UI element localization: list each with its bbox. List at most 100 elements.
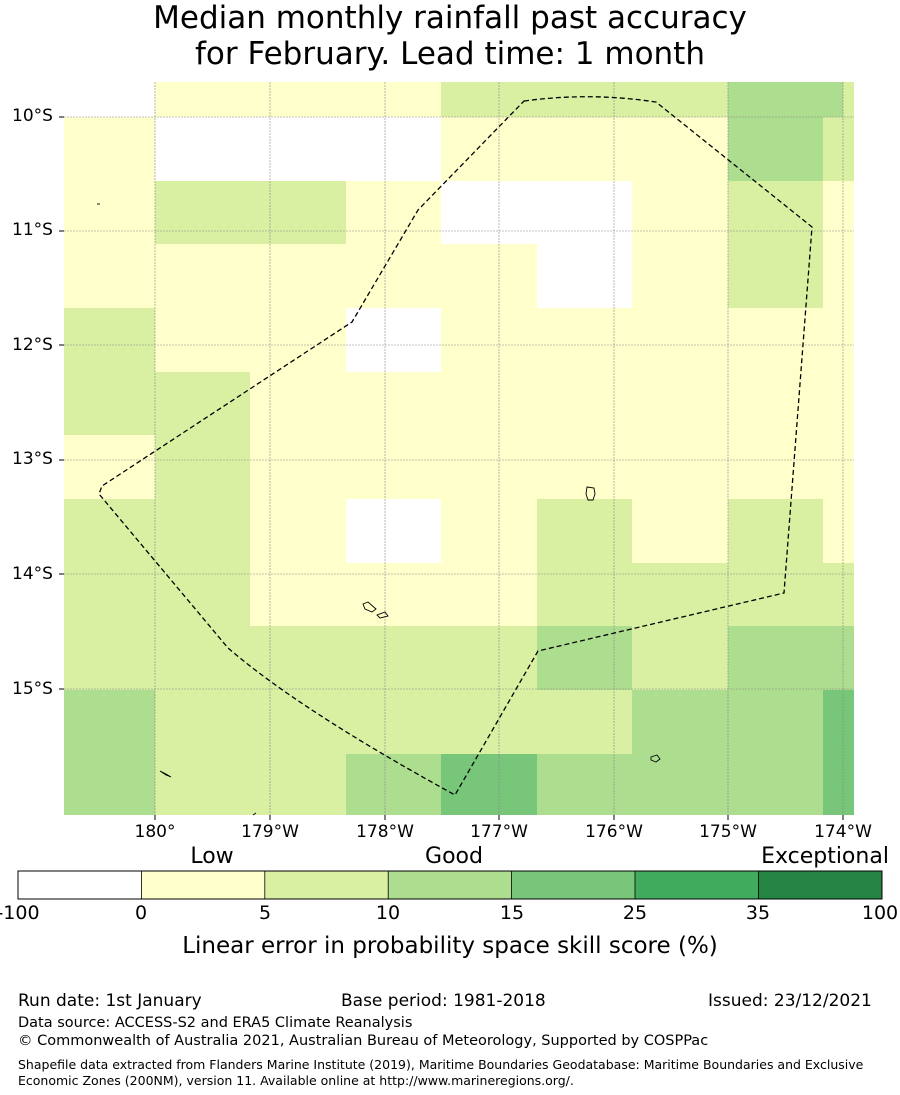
colorbar-segment xyxy=(635,871,759,899)
grid-cell xyxy=(843,82,854,117)
grid-cell xyxy=(250,372,854,435)
colorbar-segment xyxy=(758,871,882,899)
island-shape xyxy=(585,486,596,501)
grid-cell xyxy=(537,499,632,563)
lat-label: 11°S xyxy=(12,220,53,240)
grid-cell xyxy=(728,626,854,690)
data-source: Data source: ACCESS-S2 and ERA5 Climate … xyxy=(18,1015,413,1031)
grid-cell xyxy=(537,563,854,626)
grid-cell xyxy=(632,181,728,244)
colorbar-segment xyxy=(264,871,389,899)
grid-cell xyxy=(250,435,854,499)
grid-cell xyxy=(728,181,823,244)
grid-cell xyxy=(64,244,537,308)
island-shape xyxy=(650,754,661,763)
grid-cell xyxy=(155,308,346,372)
grid-cell xyxy=(537,626,632,690)
island-shape xyxy=(159,770,172,778)
axis-ticks xyxy=(59,116,844,820)
grid-cell xyxy=(64,754,155,815)
grid-cell xyxy=(250,499,346,563)
lon-label: 176°W xyxy=(585,822,643,842)
grid-cell xyxy=(823,499,854,563)
colorbar-tick: 25 xyxy=(622,902,648,924)
colorbar-label: Linear error in probability space skill … xyxy=(182,933,718,959)
grid-cell xyxy=(537,244,632,308)
grid-cell xyxy=(64,435,155,499)
grid-cell xyxy=(64,626,537,690)
colorbar-tick: 0 xyxy=(134,902,148,924)
map-gridlines xyxy=(64,82,854,815)
grid-cell xyxy=(632,626,728,690)
colorbar xyxy=(17,870,883,900)
lon-label: 179°W xyxy=(241,822,299,842)
grid-cell xyxy=(632,690,823,754)
grid-cell xyxy=(632,499,728,563)
colorbar-tick: -100 xyxy=(0,902,40,924)
lon-label: 177°W xyxy=(470,822,528,842)
map-title: Median monthly rainfall past accuracy fo… xyxy=(0,0,900,72)
grid-cell xyxy=(250,563,537,626)
grid-cell xyxy=(441,499,537,563)
grid-cell xyxy=(728,244,823,308)
grid-cell xyxy=(64,117,155,181)
grid-cell xyxy=(155,690,632,754)
colorbar-segment xyxy=(18,871,142,899)
lat-label: 12°S xyxy=(12,335,53,355)
grid-cell xyxy=(823,244,854,308)
grid-cell xyxy=(155,435,250,499)
island-outlines xyxy=(97,203,661,816)
grid-cell xyxy=(823,690,854,754)
lon-label: 180° xyxy=(134,822,176,842)
copyright: © Commonwealth of Australia 2021, Austra… xyxy=(18,1033,709,1049)
grid-cell xyxy=(155,181,346,244)
category-exceptional: Exceptional xyxy=(761,844,889,869)
grid-cell xyxy=(441,181,632,244)
run-date: Run date: 1st January xyxy=(18,991,202,1011)
category-low: Low xyxy=(190,844,234,869)
grid-cell xyxy=(728,117,823,181)
lon-label: 175°W xyxy=(699,822,757,842)
grid-cell xyxy=(64,308,155,372)
base-period: Base period: 1981-2018 xyxy=(341,991,546,1011)
grid-cell xyxy=(441,82,728,117)
colorbar-tick: 15 xyxy=(499,902,525,924)
grid-cell xyxy=(537,754,823,815)
grid-cell xyxy=(346,181,441,244)
grid-cell xyxy=(64,372,250,435)
issued-date: Issued: 23/12/2021 xyxy=(708,991,872,1011)
colorbar-tick: 35 xyxy=(745,902,771,924)
title-line-1: Median monthly rainfall past accuracy xyxy=(153,0,747,36)
lat-label: 14°S xyxy=(12,564,53,584)
grid-cell xyxy=(155,117,441,181)
island-shape xyxy=(376,611,389,619)
grid-cell xyxy=(64,690,155,754)
grid-cell xyxy=(155,754,346,815)
colorbar-tick: 100 xyxy=(861,902,899,924)
grid-cell xyxy=(346,499,441,563)
colorbar-tick: 10 xyxy=(375,902,401,924)
grid-cell xyxy=(823,117,854,181)
grid-cell xyxy=(64,563,250,626)
grid-cell xyxy=(346,308,441,372)
skill-grid-cells xyxy=(64,82,854,815)
grid-cell xyxy=(155,82,441,117)
island-shape xyxy=(252,812,257,816)
grid-cell xyxy=(346,754,441,815)
grid-cell xyxy=(441,754,537,815)
grid-cell xyxy=(441,117,728,181)
grid-cell xyxy=(728,499,823,563)
grid-cell xyxy=(441,308,854,372)
lon-label: 178°W xyxy=(356,822,414,842)
grid-cell xyxy=(823,754,854,815)
colorbar-segment xyxy=(511,871,635,899)
lat-label: 10°S xyxy=(12,106,53,126)
title-line-2: for February. Lead time: 1 month xyxy=(195,36,705,72)
colorbar-segment xyxy=(141,871,265,899)
category-good: Good xyxy=(425,844,483,869)
lon-label: 174°W xyxy=(814,822,872,842)
grid-cell xyxy=(632,244,728,308)
lat-label: 13°S xyxy=(12,449,53,469)
colorbar-tick: 5 xyxy=(258,902,272,924)
